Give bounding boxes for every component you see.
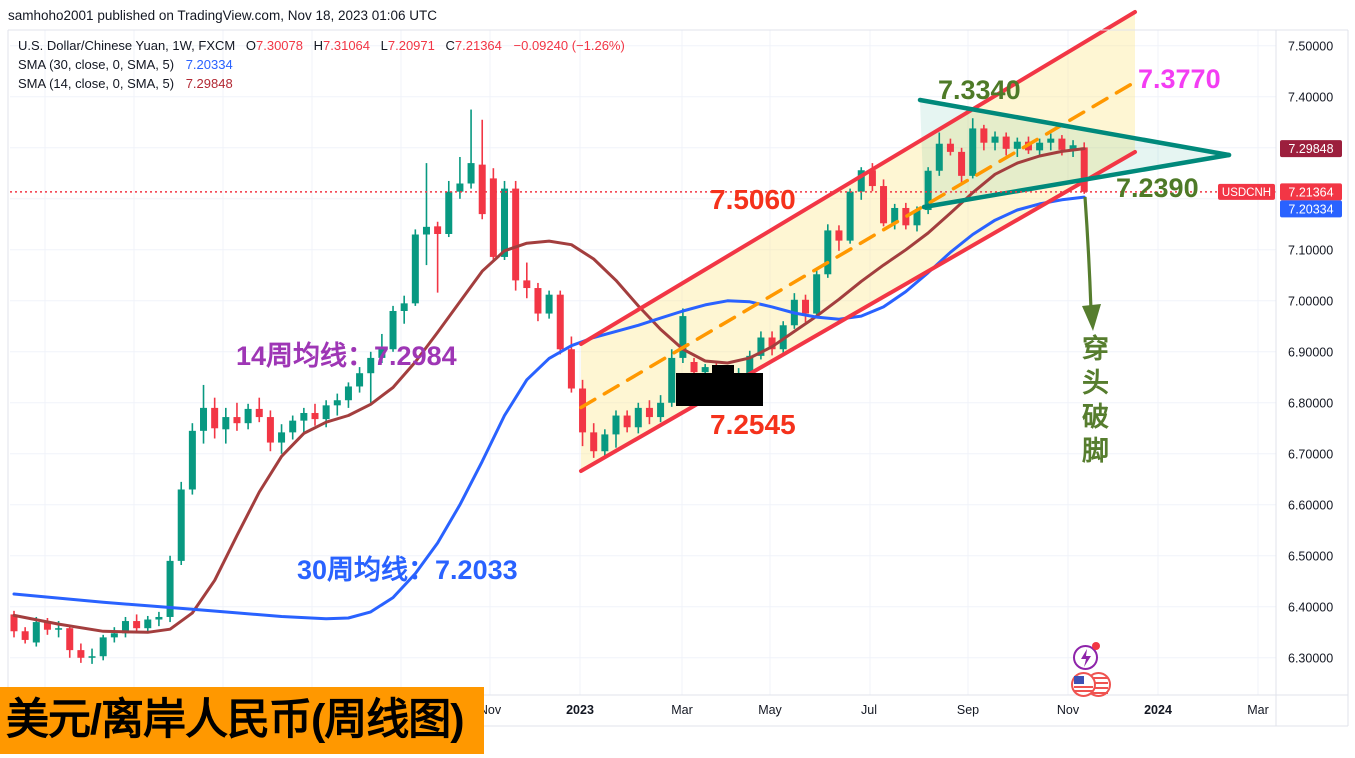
- svg-text:7.29848: 7.29848: [1288, 142, 1333, 156]
- svg-text:6.40000: 6.40000: [1288, 600, 1333, 614]
- lightning-icon: [1073, 642, 1100, 670]
- svg-text:Nov: Nov: [479, 703, 502, 717]
- svg-text:6.80000: 6.80000: [1288, 396, 1333, 410]
- sma14-label: SMA (14, close, 0, SMA, 5): [18, 76, 175, 91]
- currency-pair-flags-icon: [1071, 672, 1111, 697]
- close-label: C: [445, 38, 455, 53]
- svg-text:Mar: Mar: [1247, 703, 1269, 717]
- svg-text:7.20334: 7.20334: [1288, 202, 1333, 216]
- annotation-ma30-note: 30周均线：7.2033: [297, 555, 518, 585]
- svg-text:Nov: Nov: [1057, 703, 1080, 717]
- candles-layer: [10, 109, 1088, 664]
- open-label: O: [245, 38, 256, 53]
- triangle-fill: [920, 100, 1229, 207]
- channel-fill: [581, 12, 1135, 471]
- legend-symbol-row: U.S. Dollar/Chinese Yuan, 1W, FXCM O7.30…: [18, 36, 625, 55]
- svg-text:6.90000: 6.90000: [1288, 345, 1333, 359]
- annotation-level-7-2390: 7.2390: [1116, 173, 1199, 203]
- title-banner: 美元/离岸人民币(周线图): [0, 687, 484, 754]
- svg-text:2023: 2023: [566, 703, 594, 717]
- svg-text:6.50000: 6.50000: [1288, 549, 1333, 563]
- sma14-value: 7.29848: [185, 76, 233, 91]
- annotation-level-7-3770: 7.3770: [1138, 64, 1221, 94]
- triangle-pennant-lines[interactable]: [917, 97, 1232, 210]
- svg-text:Mar: Mar: [671, 703, 693, 717]
- event-icons[interactable]: [1071, 642, 1111, 697]
- time-axis[interactable]: Nov 2023 Mar May Jul Sep Nov 2024 Mar: [479, 703, 1269, 717]
- svg-text:2024: 2024: [1144, 703, 1172, 717]
- annotation-level-7-3340: 7.3340: [938, 75, 1021, 105]
- high-label: H: [313, 38, 324, 53]
- svg-text:7.40000: 7.40000: [1288, 90, 1333, 104]
- annotation-breakdown-note: 穿头破脚: [1078, 334, 1108, 470]
- sma30-value: 7.20334: [185, 57, 233, 72]
- sma14-line: [12, 147, 1086, 634]
- svg-text:May: May: [758, 703, 782, 717]
- breakdown-arrow[interactable]: [1082, 196, 1101, 331]
- publish-info: samhoho2001 published on TradingView.com…: [8, 8, 438, 23]
- high-value: 7.31064: [323, 38, 371, 53]
- low-value: 7.20971: [387, 38, 435, 53]
- low-label: L: [380, 38, 388, 53]
- svg-text:7.00000: 7.00000: [1288, 294, 1333, 308]
- svg-text:USDCNH: USDCNH: [1222, 187, 1271, 199]
- svg-text:Jul: Jul: [861, 703, 877, 717]
- svg-text:7.21364: 7.21364: [1288, 185, 1333, 199]
- svg-text:7.50000: 7.50000: [1288, 39, 1333, 53]
- ascending-channel-lines[interactable]: [579, 10, 1137, 473]
- symbol-title: U.S. Dollar/Chinese Yuan, 1W, FXCM: [18, 38, 236, 53]
- annotation-ma14-note: 14周均线：7.2984: [236, 341, 457, 371]
- annotation-level-7-5060: 7.5060: [710, 184, 796, 215]
- annotation-level-7-2545: 7.2545: [710, 409, 796, 440]
- svg-text:7.10000: 7.10000: [1288, 243, 1333, 257]
- channel-midline-dashed[interactable]: [579, 80, 1137, 410]
- legend-sma30-row: SMA (30, close, 0, SMA, 5) 7.20334: [18, 55, 625, 74]
- svg-text:6.60000: 6.60000: [1288, 498, 1333, 512]
- change-value: −0.09240 (−1.26%): [513, 38, 625, 53]
- legend-sma14-row: SMA (14, close, 0, SMA, 5) 7.29848: [18, 74, 625, 93]
- price-axis[interactable]: 7.50000 7.40000 7.10000 7.00000 6.90000 6.800…: [1218, 39, 1342, 665]
- svg-text:6.30000: 6.30000: [1288, 651, 1333, 665]
- censor-boxes: [676, 365, 763, 406]
- close-value: 7.21364: [454, 38, 502, 53]
- grid-layer: [10, 30, 1276, 695]
- svg-text:Sep: Sep: [957, 703, 979, 717]
- chart-legend: U.S. Dollar/Chinese Yuan, 1W, FXCM O7.30…: [18, 36, 625, 93]
- svg-text:6.70000: 6.70000: [1288, 447, 1333, 461]
- sma30-label: SMA (30, close, 0, SMA, 5): [18, 57, 175, 72]
- open-value: 7.30078: [256, 38, 303, 53]
